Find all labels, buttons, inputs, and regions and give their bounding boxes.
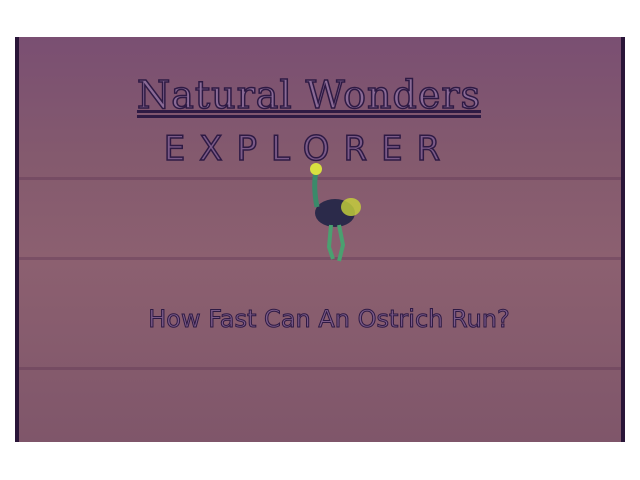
texture bbox=[19, 257, 621, 260]
question: How Fast Can An Ostrich Run? bbox=[148, 305, 511, 334]
video-frame: Natural Wonders EXPLORER How Fast Can An… bbox=[15, 37, 625, 442]
subtitle: EXPLORER bbox=[163, 128, 455, 170]
texture bbox=[19, 177, 621, 180]
title: Natural Wonders bbox=[136, 72, 481, 118]
texture bbox=[19, 367, 621, 370]
ostrich bbox=[310, 163, 361, 262]
